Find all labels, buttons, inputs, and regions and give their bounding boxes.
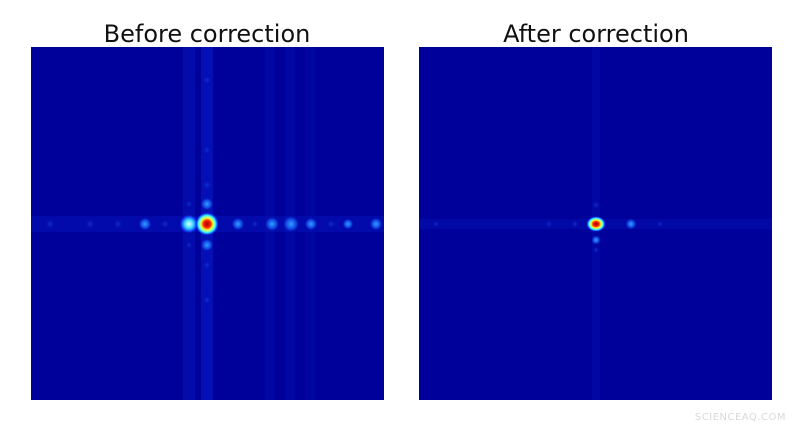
heatmap-after [419, 47, 772, 400]
heatmap-before [31, 47, 384, 400]
watermark: SCIENCEAQ.COM [695, 412, 786, 423]
panel-title: After correction [503, 20, 689, 48]
panel-title: Before correction [104, 20, 311, 48]
